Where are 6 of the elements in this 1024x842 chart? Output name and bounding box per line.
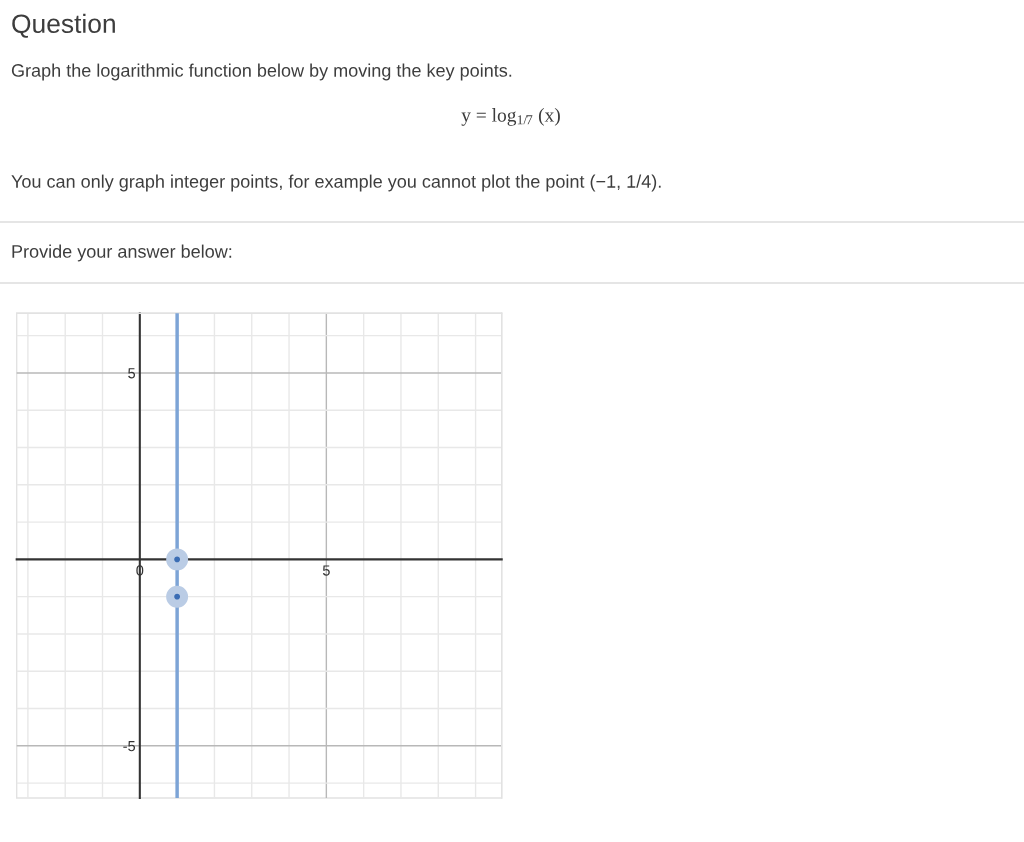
chart-subtitle: Graph the logarithmic function below by moving the key points.: [11, 63, 512, 81]
text: You can only graph integer points, for example you cannot plot the point (−1, 1/4).: [11, 174, 661, 192]
y-tick-label: -5: [123, 741, 136, 752]
text: Provide your answer below:: [12, 244, 232, 262]
text: y = log$_{1/7}$ (x): [461, 108, 560, 126]
chart-title: Question: [12, 13, 115, 38]
